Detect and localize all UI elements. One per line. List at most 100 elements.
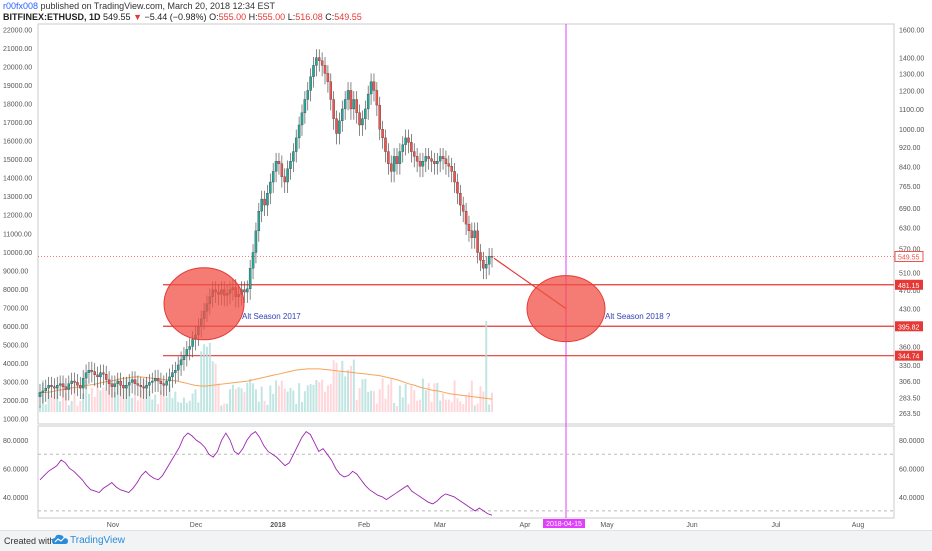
symbol-label[interactable]: BITFINEX:ETHUSD, 1D [3,12,101,22]
x-axis-label: Mar [434,522,447,529]
volume-bar [194,389,197,412]
left-axis-tick: 16000.00 [3,139,32,146]
volume-bar [53,393,56,412]
candle-body [182,355,186,361]
price-chart[interactable]: 1000.00 2000.00 3000.00 4000.00 5000.00 6000.… [0,0,932,530]
volume-bar [151,399,154,412]
author-link[interactable]: r00fx008 [3,1,39,11]
candle [257,202,261,242]
right-axis-tick: 690.00 [899,206,921,213]
candle [329,73,333,111]
volume-bar [90,387,93,412]
candle-body [441,156,445,159]
candle [297,116,301,149]
candle-body [174,370,177,373]
candle-body [292,151,295,162]
volume-bar [424,390,427,412]
left-axis-tick: 6000.00 [3,324,28,331]
candle-body [159,380,163,384]
left-axis-tick: 15000.00 [3,157,32,164]
candle [473,222,476,249]
rsi-left-tick: 60.0000 [3,466,28,473]
low-value: 516.08 [295,12,323,22]
volume-bar [453,380,456,412]
volume-bar [119,382,122,412]
candle-body [84,372,88,379]
candle [453,163,456,193]
candle [67,375,71,401]
volume-bar [257,401,260,412]
candle-body [246,288,249,293]
candle [119,372,122,397]
candle [266,184,269,216]
volume-bar [407,404,410,412]
tradingview-brand[interactable]: TradingView [70,535,126,546]
volume-bar [329,384,332,412]
right-axis-tick: 1400.00 [899,56,924,63]
candle [294,129,298,163]
candle [76,374,79,397]
candle [335,110,338,145]
volume-bar [358,388,361,412]
volume-bar [286,391,289,412]
candle-body [102,372,105,375]
candle-body [90,370,94,372]
volume-bar [393,403,396,412]
volume-bar [62,387,65,412]
candle-body [151,380,154,383]
candle-body [490,256,494,258]
candle [151,372,154,394]
candle [410,134,413,163]
candle [459,184,462,216]
left-axis-tick: 10000.00 [3,250,32,257]
level-price-label: 344.74 [898,354,920,361]
footer-bar: Created with TradingView [0,530,932,551]
open-label: O: [209,12,219,22]
candle-body [260,198,263,212]
candle-body [188,346,191,350]
volume-bar [231,384,234,412]
volume-bar [252,383,255,412]
candle [168,368,171,392]
volume-bar [433,383,436,412]
candle-body [148,382,151,386]
volume-bar [309,384,312,412]
candle-body [389,163,393,172]
volume-bar [110,387,113,412]
volume-bar [73,383,76,412]
left-axis-tick: 17000.00 [3,120,32,127]
candle [343,91,347,120]
volume-bar [372,391,375,412]
candle [358,104,361,136]
alt-season-2018-ellipse [526,275,606,343]
candle-body [56,385,59,389]
candle-body [387,151,390,164]
candle-body [318,57,321,61]
right-axis-tick: 630.00 [899,225,921,232]
candle [404,129,407,156]
candle [418,152,422,178]
candle-body [165,380,168,386]
candle-body [444,158,448,164]
volume-bar [191,393,194,412]
candle-body [271,171,275,183]
candle [125,376,128,399]
volume-bar [266,404,269,412]
candle [174,361,177,384]
high-value: 555.00 [257,12,286,22]
volume-bar [413,390,416,412]
volume-bar [344,376,347,412]
candle [346,82,350,111]
volume-bar [220,405,223,412]
left-axis-tick: 5000.00 [3,342,28,349]
volume-bar [116,378,119,412]
candle [369,73,373,105]
candle-body [415,156,419,162]
candle [116,372,119,395]
volume-bar [226,403,229,412]
price-pane-frame [37,23,895,425]
close-label: C: [325,12,335,22]
volume-bar [139,389,142,412]
candle [349,82,353,120]
volume-bar [79,400,82,412]
